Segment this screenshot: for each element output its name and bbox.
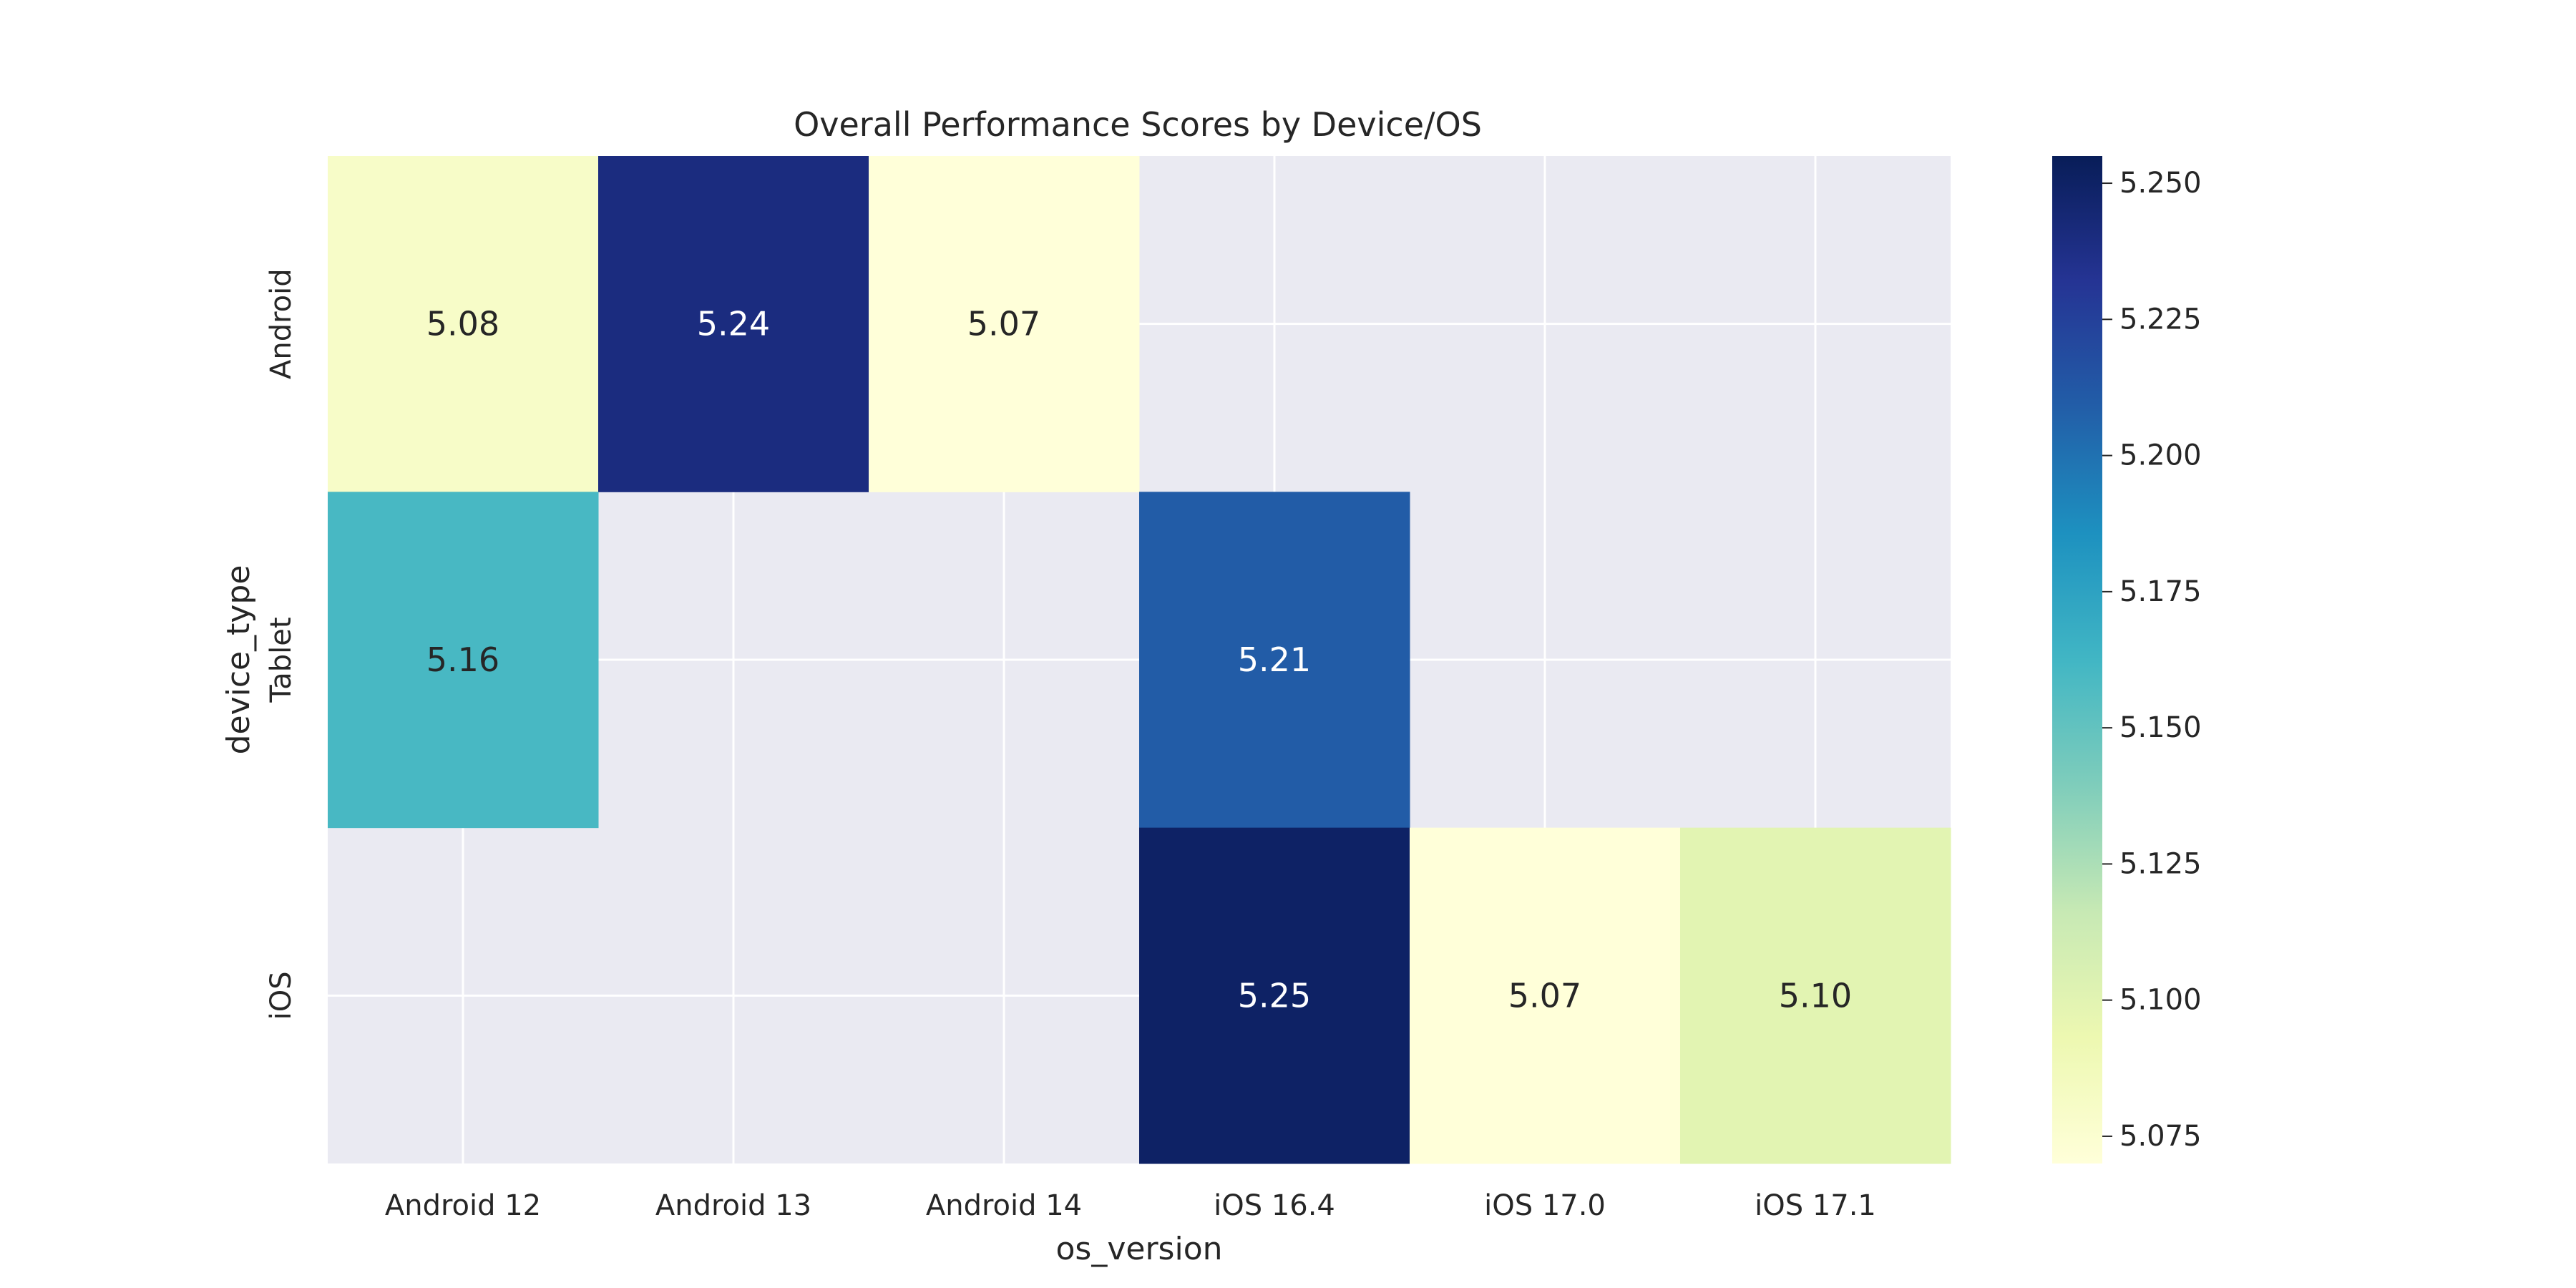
- colorbar: [2052, 156, 2102, 1163]
- heatmap-cell: [1680, 827, 1951, 1164]
- heatmap-cell-labels: 5.08 5.24 5.07 5.16 5.21 5.25 5.07 5.10: [426, 305, 1852, 1015]
- heatmap-cell: [1139, 827, 1410, 1164]
- heatmap-cell: [328, 492, 599, 829]
- heatmap-cell: [598, 156, 869, 492]
- cell-value-label: 5.21: [1238, 640, 1311, 679]
- colorbar-tick-label: 5.250: [2119, 167, 2202, 200]
- colorbar-tick-label: 5.150: [2119, 711, 2202, 744]
- y-tick-label: iOS: [265, 971, 298, 1020]
- heatmap-cell: [1410, 827, 1681, 1164]
- cell-value-label: 5.07: [967, 305, 1040, 343]
- x-tick-label: Android 12: [385, 1189, 541, 1222]
- x-tick-label: iOS 17.0: [1484, 1189, 1606, 1222]
- x-axis-label: os_version: [1056, 1231, 1223, 1267]
- y-tick-label: Android: [265, 268, 298, 379]
- heatmap-cell: [1139, 492, 1410, 829]
- colorbar-tick-label: 5.075: [2119, 1120, 2202, 1153]
- cell-value-label: 5.08: [426, 305, 499, 343]
- colorbar-ticks: 5.075 5.100 5.125 5.150 5.175 5.200 5.225 5.250: [2102, 167, 2202, 1153]
- colorbar-tick-label: 5.125: [2119, 847, 2202, 880]
- x-tick-label: iOS 16.4: [1214, 1189, 1335, 1222]
- x-tick-label: Android 14: [926, 1189, 1082, 1222]
- colorbar-tick-label: 5.225: [2119, 303, 2202, 336]
- colorbar-tick-label: 5.200: [2119, 439, 2202, 472]
- cell-value-label: 5.24: [697, 305, 770, 343]
- cell-value-label: 5.07: [1508, 976, 1581, 1015]
- heatmap-cells: [328, 156, 1951, 1164]
- x-tick-label: iOS 17.1: [1755, 1189, 1876, 1222]
- cell-value-label: 5.25: [1238, 976, 1311, 1015]
- colorbar-tick-label: 5.100: [2119, 984, 2202, 1017]
- heatmap-cell: [869, 156, 1140, 492]
- heatmap-cell: [328, 156, 599, 492]
- cell-value-label: 5.16: [426, 640, 499, 679]
- y-tick-label: Tablet: [265, 617, 298, 703]
- x-axis-ticks: Android 12 Android 13 Android 14 iOS 16.4 iO…: [385, 1189, 1876, 1222]
- colorbar-tick-label: 5.175: [2119, 575, 2202, 608]
- y-axis-ticks: Android Tablet iOS: [265, 268, 298, 1020]
- chart-title: Overall Performance Scores by Device/OS: [794, 105, 1482, 144]
- y-axis-label: device_type: [220, 565, 257, 755]
- cell-value-label: 5.10: [1779, 976, 1852, 1015]
- x-tick-label: Android 13: [655, 1189, 811, 1222]
